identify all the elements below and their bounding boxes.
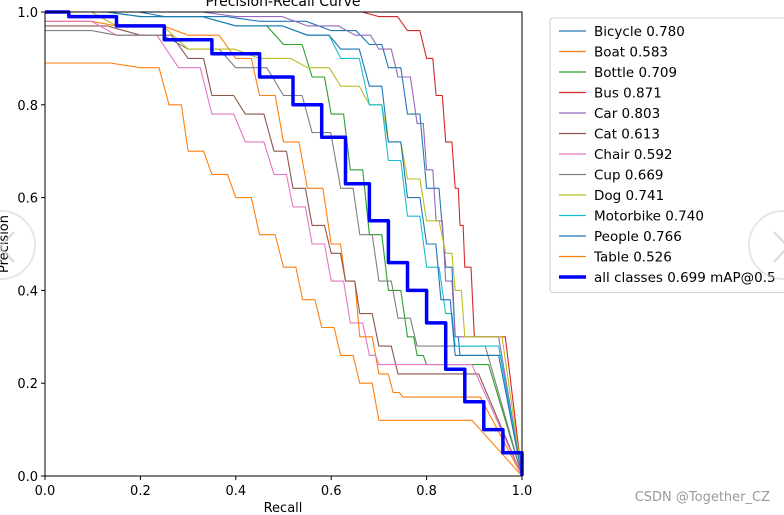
legend-entry: Table 0.526 — [593, 250, 672, 266]
x-axis-label: Recall — [264, 501, 303, 515]
y-tick-label: 0.2 — [17, 377, 38, 392]
series-line-all-classes — [45, 10, 524, 476]
series-line-bus — [45, 11, 523, 477]
series-line-boat — [45, 20, 523, 477]
legend-entry: People 0.766 — [594, 229, 682, 245]
x-axis-ticks: 0.0 0.2 0.4 0.6 0.8 1.0 — [35, 476, 533, 499]
legend-entry: all classes 0.699 mAP@0.5 — [594, 270, 776, 286]
series-line-chair — [45, 20, 523, 477]
x-tick-label: 0.6 — [321, 484, 342, 499]
chevron-right-icon — [773, 231, 784, 263]
legend-entry: Bottle 0.709 — [594, 65, 677, 81]
y-tick-label: 0.4 — [17, 284, 38, 299]
x-tick-label: 0.0 — [35, 484, 56, 499]
series-line-cat — [45, 25, 523, 477]
x-tick-label: 0.2 — [130, 484, 151, 499]
legend-entry: Cat 0.613 — [594, 127, 660, 143]
legend-entry: Cup 0.669 — [594, 168, 664, 184]
series-line-dog — [45, 11, 523, 477]
chevron-left-icon — [0, 231, 15, 263]
legend-entry: Bus 0.871 — [594, 86, 662, 102]
legend-frame — [549, 17, 784, 293]
legend-entry: Chair 0.592 — [594, 147, 673, 163]
y-axis-ticks: 0.0 0.2 0.4 0.6 0.8 1.0 — [17, 6, 45, 485]
x-tick-label: 0.8 — [416, 484, 437, 499]
x-tick-label: 1.0 — [512, 484, 533, 499]
series-line-cup — [45, 30, 523, 477]
watermark: CSDN @Together_CZ — [634, 490, 770, 505]
y-tick-label: 0.0 — [17, 470, 38, 485]
legend-entry: Motorbike 0.740 — [594, 209, 704, 225]
legend-entry: Bicycle 0.780 — [594, 24, 685, 40]
series-line-table — [45, 62, 523, 477]
legend-entry: Boat 0.583 — [594, 45, 668, 61]
x-tick-label: 0.4 — [225, 484, 246, 499]
plot-frame — [44, 11, 523, 477]
series-line-bottle — [45, 11, 523, 477]
chart-title: Precision-Recall Curve — [205, 0, 360, 10]
y-tick-label: 0.8 — [17, 99, 38, 114]
series-line-people — [45, 11, 523, 477]
next-image-button[interactable] — [748, 210, 784, 280]
prev-image-button[interactable] — [0, 210, 36, 280]
y-tick-label: 0.6 — [17, 192, 38, 207]
series-line-motorbike — [45, 11, 523, 477]
legend: Bicycle 0.780 Boat 0.583 Bottle 0.709 Bus 0… — [549, 17, 784, 293]
plot-area — [45, 10, 524, 477]
legend-entry: Dog 0.741 — [594, 188, 664, 204]
series-line-car — [45, 11, 523, 477]
series-line-bicycle — [45, 11, 523, 477]
legend-entry: Car 0.803 — [594, 106, 660, 122]
y-tick-label: 1.0 — [17, 6, 38, 21]
